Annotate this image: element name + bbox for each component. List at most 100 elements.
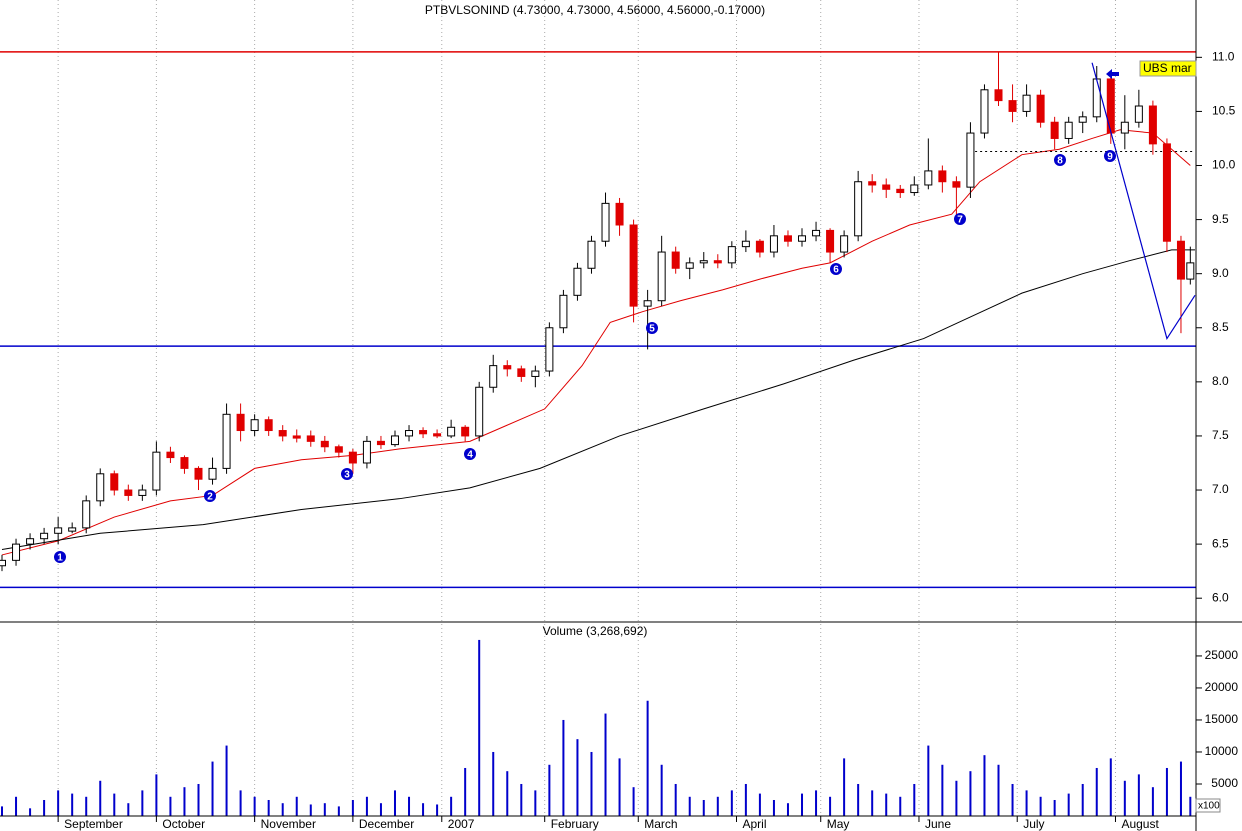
volume-bar — [885, 793, 888, 816]
volume-bar — [1189, 796, 1192, 816]
y-tick-label: 6.5 — [1212, 536, 1229, 550]
candle-body — [938, 170, 947, 183]
volume-bar — [169, 796, 172, 816]
volume-unit: x100 — [1198, 801, 1220, 812]
candle-body — [1050, 121, 1059, 139]
volume-bar — [1011, 783, 1014, 816]
x-tick-label: 2007 — [448, 817, 475, 831]
candle-body — [152, 451, 161, 491]
candle-body — [882, 184, 891, 190]
legend-label: UBS mar — [1143, 61, 1192, 75]
volume-bar — [744, 783, 747, 816]
candle-body — [896, 188, 905, 194]
volume-bar — [618, 758, 621, 816]
volume-bar — [57, 790, 60, 816]
candle-body — [180, 457, 189, 469]
candle-body — [1148, 105, 1157, 145]
candle-body — [573, 267, 582, 296]
candle-body — [1162, 143, 1171, 242]
volume-bar — [562, 719, 565, 816]
candle-body — [12, 543, 21, 561]
x-tick-label: September — [64, 817, 123, 831]
candle-body — [320, 440, 329, 448]
volume-bar — [1, 806, 3, 816]
candle-body — [250, 419, 259, 432]
volume-bar — [225, 745, 228, 816]
volume-bar — [688, 796, 691, 816]
candle-body — [517, 368, 526, 377]
volume-bar — [815, 790, 818, 816]
candle-body — [390, 435, 399, 446]
volume-bar — [211, 761, 214, 816]
grid-layer — [57, 0, 1202, 822]
y-tick-label: 6.0 — [1212, 590, 1229, 604]
y-tick-label: 10.0 — [1212, 158, 1236, 172]
unit-box — [1195, 798, 1221, 813]
candle-body — [854, 181, 863, 237]
annotation-marker — [54, 551, 66, 563]
candle-body — [40, 532, 49, 540]
volume-bar — [295, 796, 298, 816]
x-tick-label: December — [359, 817, 414, 831]
x-tick-label: June — [925, 817, 951, 831]
volume-bar — [183, 787, 186, 816]
candle-body — [461, 426, 470, 437]
candle-body — [657, 251, 666, 302]
volume-bar — [632, 787, 635, 816]
candle-body — [110, 473, 119, 491]
volume-bar — [941, 764, 944, 816]
candle-body — [798, 235, 807, 242]
candle-body — [1064, 121, 1073, 139]
volume-bar — [1039, 796, 1042, 816]
volume-bar — [113, 793, 116, 816]
volume-bar — [674, 783, 677, 816]
candle-body — [236, 413, 245, 432]
volume-bar — [239, 790, 242, 816]
annotation-marker — [954, 213, 966, 225]
volume-title: Volume (3,268,692) — [543, 624, 648, 638]
candle-body — [96, 473, 105, 502]
candle-body — [194, 467, 203, 480]
volume-bar — [99, 780, 102, 816]
candle-body — [1022, 94, 1031, 112]
annotation-label: 5 — [649, 324, 655, 335]
candle-body — [447, 426, 456, 437]
candle-body — [587, 240, 596, 269]
volume-bar — [365, 796, 368, 816]
candle-body — [419, 430, 428, 435]
volume-bar — [983, 755, 986, 816]
annotation-marker — [341, 468, 353, 480]
volume-bar — [1067, 793, 1070, 816]
volume-bar — [871, 790, 874, 816]
x-tick-label: May — [827, 817, 850, 831]
candle-body — [138, 489, 147, 496]
candle-body — [826, 229, 835, 253]
annotation-marker — [464, 448, 476, 460]
volume-bar — [660, 764, 663, 816]
candle-body — [1120, 121, 1129, 134]
volume-bar — [393, 790, 396, 816]
x-tick-label: February — [551, 817, 599, 831]
x-tick-label: March — [644, 817, 677, 831]
candle-body — [1078, 116, 1087, 123]
candle-body — [348, 451, 357, 464]
candle-body — [26, 538, 35, 545]
candle-body — [1176, 240, 1185, 280]
arrow-marker — [1106, 69, 1119, 79]
volume-bar — [1151, 787, 1154, 816]
volume-bar — [1165, 767, 1168, 816]
candle-body — [769, 235, 778, 253]
y-tick-label: 8.0 — [1212, 374, 1229, 388]
candle-body — [0, 559, 6, 567]
x-tick-label: July — [1023, 817, 1044, 831]
volume-bar — [772, 799, 775, 816]
volume-bar — [534, 790, 537, 816]
annotation-label: 2 — [207, 492, 213, 503]
volume-bar — [716, 796, 719, 816]
candle-body — [292, 435, 301, 439]
candle-body — [208, 467, 217, 480]
volume-bar — [71, 793, 74, 816]
x-tick-label: April — [743, 817, 767, 831]
candle-body — [166, 451, 175, 459]
